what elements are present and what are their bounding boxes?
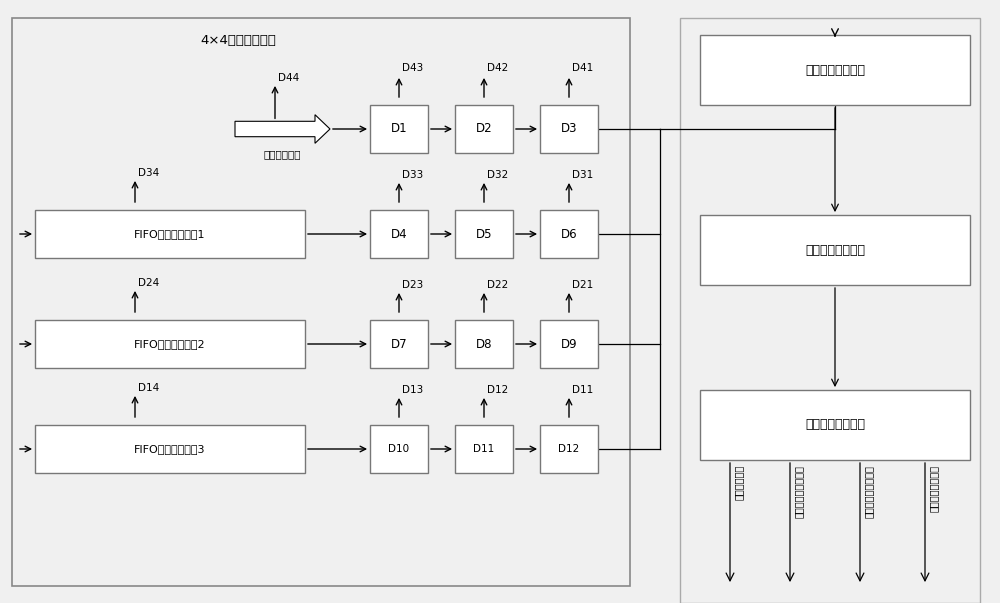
Text: 三次线性插値模块: 三次线性插値模块	[805, 63, 865, 77]
Bar	[700, 390, 970, 460]
Text: D34: D34	[138, 168, 159, 178]
Bar	[17, 278, 625, 408]
Text: D43: D43	[402, 63, 423, 73]
Text: 视频数据输入: 视频数据输入	[263, 149, 301, 159]
Text: 视频数据有效信号: 视频数据有效信号	[929, 465, 939, 512]
Text: D42: D42	[487, 63, 508, 73]
Text: D9: D9	[561, 338, 577, 350]
Text: D24: D24	[138, 278, 159, 288]
Text: D21: D21	[572, 280, 593, 290]
Bar	[455, 320, 513, 368]
Text: D41: D41	[572, 63, 593, 73]
Text: D7: D7	[391, 338, 407, 350]
Bar	[680, 18, 980, 603]
Text: 视频数据信号: 视频数据信号	[734, 465, 744, 500]
Text: FIFO数据缓存模块3: FIFO数据缓存模块3	[134, 444, 206, 454]
Bar	[35, 210, 305, 258]
Text: 视频数据级坐标信号: 视频数据级坐标信号	[864, 465, 874, 518]
Text: D44: D44	[278, 73, 299, 83]
Bar	[370, 210, 428, 258]
Bar	[17, 168, 625, 298]
Text: 视频数据缓存模块: 视频数据缓存模块	[805, 244, 865, 256]
Bar	[455, 105, 513, 153]
Bar	[540, 425, 598, 473]
Bar	[370, 320, 428, 368]
Text: D22: D22	[487, 280, 508, 290]
Text: D8: D8	[476, 338, 492, 350]
Bar	[455, 425, 513, 473]
Text: D31: D31	[572, 170, 593, 180]
Text: 4×4邻域生成模块: 4×4邻域生成模块	[200, 34, 276, 46]
Text: D4: D4	[391, 227, 407, 241]
Text: D23: D23	[402, 280, 423, 290]
Bar	[700, 35, 970, 105]
Text: D5: D5	[476, 227, 492, 241]
Bar	[370, 425, 428, 473]
Bar	[17, 50, 625, 203]
Text: D32: D32	[487, 170, 508, 180]
Text: FIFO数据缓存模块1: FIFO数据缓存模块1	[134, 229, 206, 239]
Text: D6: D6	[561, 227, 577, 241]
Bar	[370, 105, 428, 153]
Text: D10: D10	[388, 444, 410, 454]
Bar	[540, 105, 598, 153]
Bar	[540, 320, 598, 368]
Text: D1: D1	[391, 122, 407, 136]
Polygon shape	[235, 115, 330, 144]
Bar	[540, 210, 598, 258]
Text: D11: D11	[473, 444, 495, 454]
Text: D33: D33	[402, 170, 423, 180]
Text: 视频数据输出模块: 视频数据输出模块	[805, 418, 865, 432]
Text: D14: D14	[138, 383, 159, 393]
Bar	[17, 383, 625, 513]
Text: D12: D12	[558, 444, 580, 454]
Text: D3: D3	[561, 122, 577, 136]
Bar	[35, 320, 305, 368]
Bar	[35, 425, 305, 473]
Text: FIFO数据缓存模块2: FIFO数据缓存模块2	[134, 339, 206, 349]
Bar	[700, 215, 970, 285]
Text: D2: D2	[476, 122, 492, 136]
Text: 视频数据横坐标信号: 视频数据横坐标信号	[794, 465, 804, 518]
Text: D12: D12	[487, 385, 508, 395]
Bar	[455, 210, 513, 258]
Text: D11: D11	[572, 385, 593, 395]
Text: D13: D13	[402, 385, 423, 395]
Bar	[12, 18, 630, 586]
